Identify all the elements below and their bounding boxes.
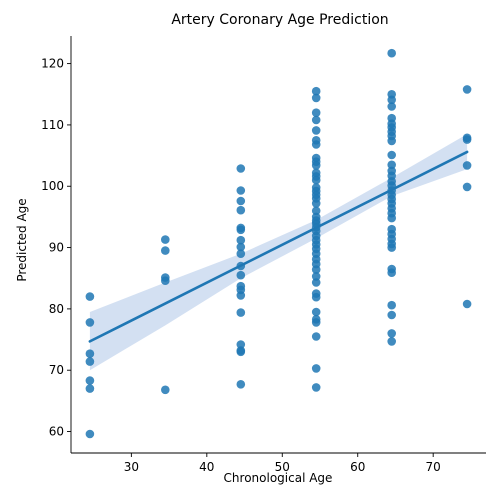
data-point — [236, 196, 246, 206]
data-point — [311, 307, 321, 317]
data-point — [311, 364, 321, 373]
data-point — [311, 265, 321, 274]
chart-title: Artery Coronary Age Prediction — [171, 12, 388, 28]
data-point — [387, 243, 397, 252]
data-point — [311, 140, 321, 149]
data-point — [85, 357, 95, 366]
data-point — [462, 161, 472, 170]
data-point — [311, 126, 321, 135]
data-point — [311, 199, 321, 208]
data-point — [311, 108, 321, 117]
data-point — [462, 182, 472, 192]
data-point — [161, 246, 170, 255]
data-point — [387, 337, 397, 346]
data-point — [236, 347, 246, 357]
data-point — [311, 278, 321, 287]
data-point — [311, 93, 321, 103]
x-axis: 30 40 50 60 70 — [71, 452, 486, 474]
data-point — [311, 175, 321, 185]
data-point — [85, 292, 95, 301]
data-point — [85, 318, 95, 327]
data-point — [311, 206, 321, 216]
data-point — [387, 300, 397, 310]
data-point — [311, 161, 321, 170]
data-point — [236, 380, 246, 389]
y-tick-label: 90 — [49, 241, 64, 255]
data-point — [311, 332, 321, 341]
data-point — [311, 115, 321, 125]
data-point — [462, 299, 472, 309]
x-tick-label: 50 — [275, 460, 290, 474]
plot-area — [85, 48, 472, 439]
data-point — [311, 86, 321, 96]
data-point — [311, 272, 321, 281]
data-point — [387, 136, 397, 146]
x-tick-label: 40 — [199, 460, 214, 474]
data-point — [161, 235, 170, 244]
data-point — [236, 340, 246, 349]
y-tick-label: 120 — [41, 57, 64, 71]
data-point — [387, 102, 397, 111]
x-tick-label: 30 — [124, 460, 139, 474]
data-point — [387, 48, 397, 58]
data-point — [85, 376, 95, 385]
data-point — [387, 160, 397, 170]
data-point — [387, 213, 397, 223]
confidence-band — [89, 134, 468, 371]
data-point — [236, 235, 246, 245]
data-point — [462, 85, 472, 94]
data-point — [161, 385, 170, 395]
data-point — [387, 150, 397, 160]
regression-line — [88, 150, 469, 343]
data-point — [85, 384, 95, 393]
data-point — [387, 310, 397, 320]
data-point — [161, 276, 170, 286]
x-axis-title: Chronological Age — [224, 471, 333, 485]
data-point — [236, 270, 246, 280]
y-tick-label: 110 — [41, 118, 64, 132]
data-point — [236, 164, 246, 173]
data-point — [462, 135, 472, 144]
data-point — [236, 308, 246, 317]
x-tick-label: 70 — [426, 460, 441, 474]
data-point — [387, 329, 397, 338]
y-axis: 60 70 80 90 100 110 120 — [41, 36, 72, 453]
y-tick-label: 100 — [41, 179, 64, 193]
data-point — [85, 429, 95, 439]
y-tick-label: 70 — [49, 363, 64, 377]
data-point — [311, 292, 321, 302]
y-tick-label: 80 — [49, 302, 64, 316]
data-point — [85, 349, 95, 359]
data-point — [236, 242, 246, 252]
data-point — [236, 249, 246, 258]
data-point — [387, 95, 397, 105]
data-point — [387, 268, 397, 278]
data-point — [236, 291, 246, 300]
data-point — [236, 205, 246, 215]
data-point — [236, 225, 246, 235]
y-axis-title: Predicted Age — [15, 198, 29, 281]
y-tick-label: 60 — [49, 425, 64, 439]
x-tick-label: 60 — [350, 460, 365, 474]
data-point — [236, 186, 246, 195]
data-point — [311, 318, 321, 327]
data-point — [311, 383, 321, 392]
